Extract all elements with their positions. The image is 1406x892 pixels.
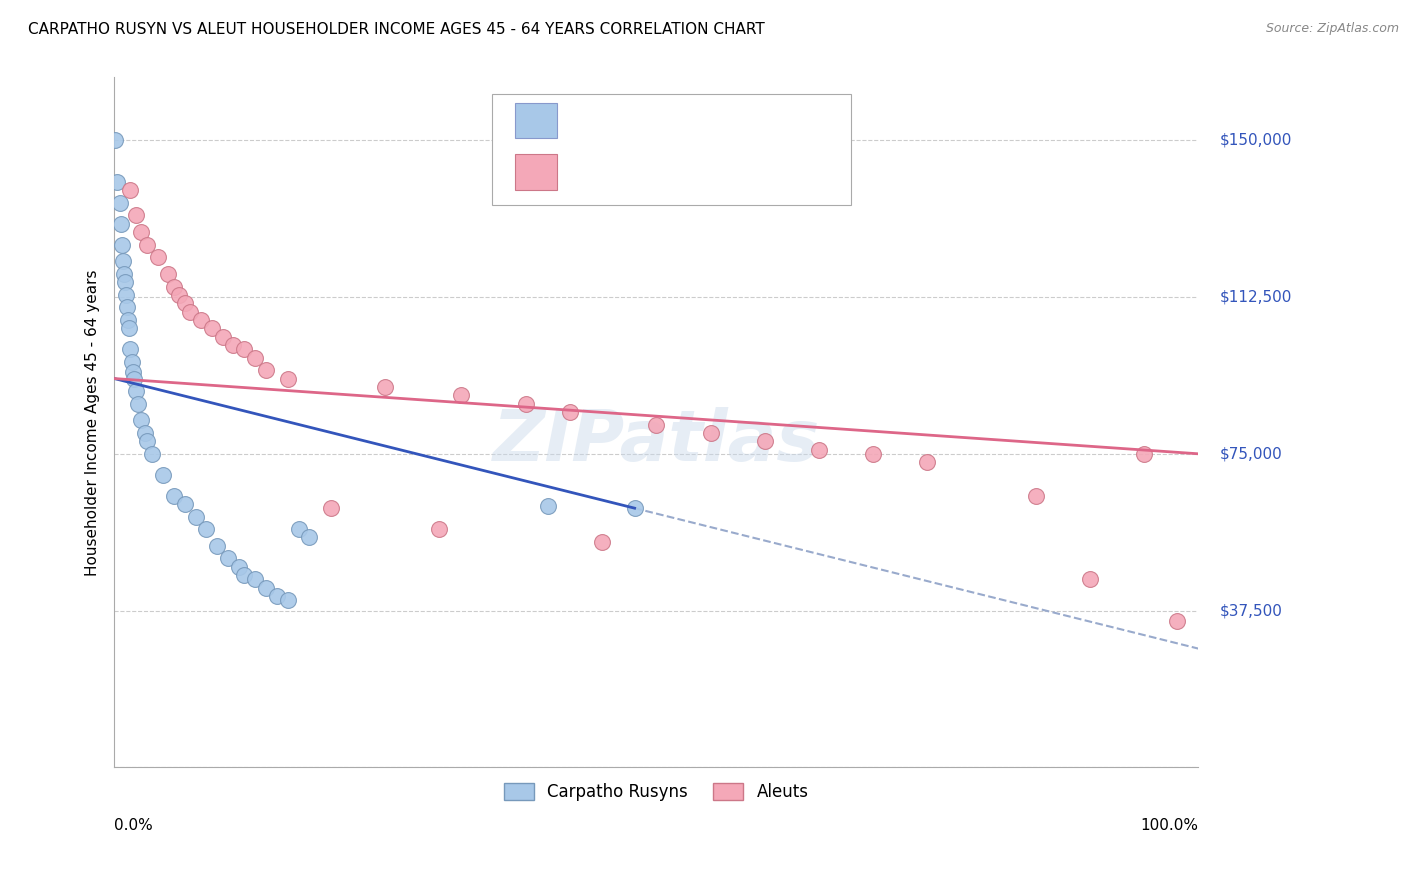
Point <box>108 195 131 210</box>
Point <box>537 499 560 513</box>
Point <box>558 405 581 419</box>
Point <box>129 225 152 239</box>
Point <box>429 522 451 536</box>
Point <box>163 279 186 293</box>
Point <box>104 133 127 147</box>
Point <box>699 425 721 440</box>
Point <box>114 276 136 290</box>
Point <box>450 388 472 402</box>
Text: ZIPatlas: ZIPatlas <box>492 407 820 475</box>
Point <box>515 396 537 410</box>
Point <box>127 396 149 410</box>
Point <box>754 434 776 449</box>
Point <box>129 413 152 427</box>
Point <box>111 254 134 268</box>
Point <box>195 522 218 536</box>
Point <box>120 183 142 197</box>
Text: $112,500: $112,500 <box>1220 290 1292 304</box>
Point <box>211 329 233 343</box>
Point <box>1025 489 1047 503</box>
Point <box>298 531 321 545</box>
Point <box>277 593 299 607</box>
Point <box>115 288 138 302</box>
Point <box>111 237 134 252</box>
Point <box>243 572 266 586</box>
Point <box>254 363 277 377</box>
Point <box>122 371 145 385</box>
Text: R = -0.240   N = 35: R = -0.240 N = 35 <box>567 163 730 181</box>
Point <box>121 365 143 379</box>
Text: Source: ZipAtlas.com: Source: ZipAtlas.com <box>1265 22 1399 36</box>
Point <box>233 568 256 582</box>
Point <box>163 489 186 503</box>
Text: R = -0.239   N = 39: R = -0.239 N = 39 <box>567 112 730 129</box>
Point <box>120 343 142 357</box>
Point <box>110 217 132 231</box>
Point <box>125 384 148 398</box>
Point <box>134 425 156 440</box>
Point <box>623 501 645 516</box>
Point <box>135 434 157 449</box>
Text: CARPATHO RUSYN VS ALEUT HOUSEHOLDER INCOME AGES 45 - 64 YEARS CORRELATION CHART: CARPATHO RUSYN VS ALEUT HOUSEHOLDER INCO… <box>28 22 765 37</box>
Text: 100.0%: 100.0% <box>1140 818 1198 832</box>
Point <box>319 501 342 516</box>
Point <box>117 313 139 327</box>
Point <box>125 209 148 223</box>
Point <box>645 417 668 432</box>
Point <box>222 338 245 352</box>
Point <box>173 296 195 310</box>
Point <box>201 321 224 335</box>
Point <box>141 447 163 461</box>
Text: $150,000: $150,000 <box>1220 133 1292 148</box>
Point <box>217 551 239 566</box>
Point <box>205 539 228 553</box>
Point <box>233 343 256 357</box>
Text: $75,000: $75,000 <box>1220 446 1282 461</box>
Point <box>917 455 939 469</box>
Y-axis label: Householder Income Ages 45 - 64 years: Householder Income Ages 45 - 64 years <box>86 269 100 575</box>
Point <box>107 175 129 189</box>
Point <box>179 304 201 318</box>
Point <box>146 250 169 264</box>
Legend: Carpatho Rusyns, Aleuts: Carpatho Rusyns, Aleuts <box>498 776 815 807</box>
Point <box>1166 614 1188 628</box>
Point <box>591 534 613 549</box>
Point <box>287 522 309 536</box>
Point <box>157 267 180 281</box>
Text: $37,500: $37,500 <box>1220 603 1282 618</box>
Point <box>243 351 266 365</box>
Point <box>115 301 138 315</box>
Point <box>807 442 830 457</box>
Point <box>190 313 212 327</box>
Point <box>1078 572 1101 586</box>
Point <box>135 237 157 252</box>
Point <box>862 447 884 461</box>
Text: 0.0%: 0.0% <box>114 818 153 832</box>
Point <box>277 371 299 385</box>
Point <box>184 509 207 524</box>
Point <box>228 559 250 574</box>
Point <box>1133 447 1156 461</box>
Point <box>121 355 143 369</box>
Point <box>374 380 396 394</box>
Point <box>266 589 288 603</box>
Point <box>173 497 195 511</box>
Point <box>118 321 141 335</box>
Point <box>254 581 277 595</box>
Point <box>152 467 174 482</box>
Point <box>167 288 190 302</box>
Point <box>112 267 135 281</box>
